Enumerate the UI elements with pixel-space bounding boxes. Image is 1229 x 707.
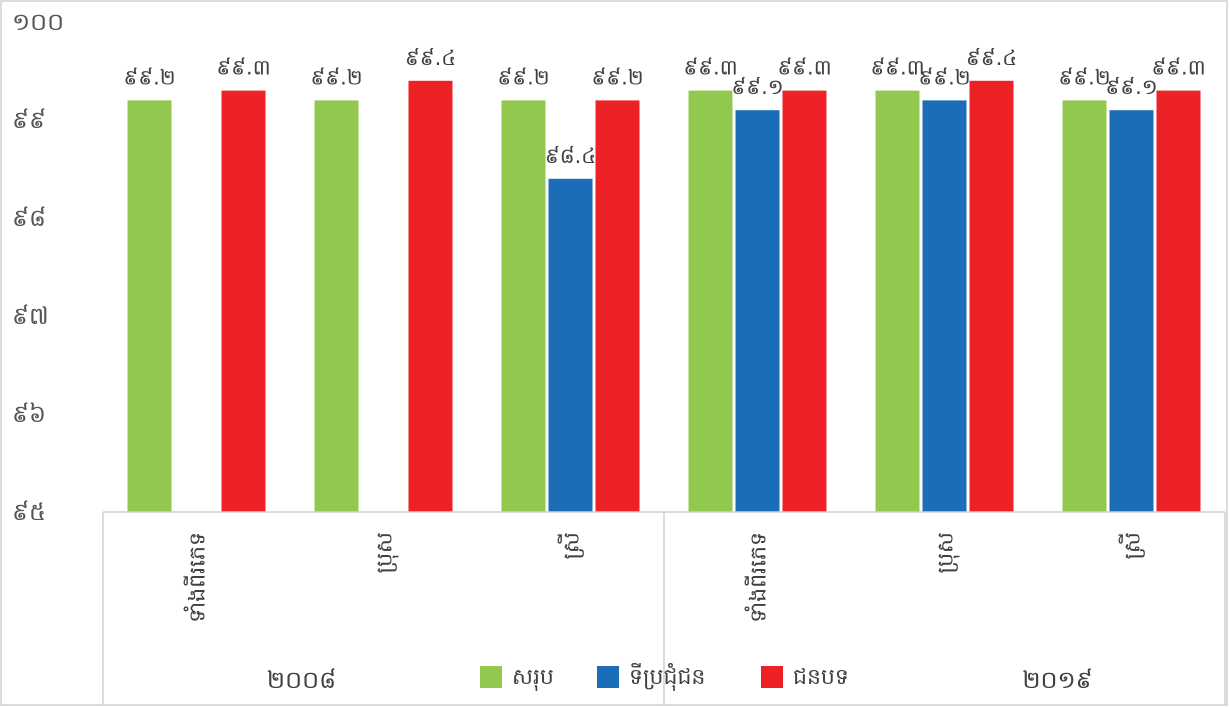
bar	[314, 100, 359, 513]
data-label: ៩៩.២	[123, 65, 175, 89]
category-label: ទាំងពីរភេទ	[184, 532, 211, 623]
bar	[735, 110, 780, 512]
bar	[922, 100, 967, 513]
data-label: ៩៩.១	[731, 75, 783, 99]
data-label: ៩៩.៣	[777, 56, 831, 80]
y-tick-label: ៩៩	[12, 106, 46, 134]
legend-swatch	[480, 666, 502, 688]
bar	[688, 90, 733, 512]
legend: សរុប ទីប្រជុំជន ជនបទ	[480, 663, 849, 691]
category-label: ប្រុស	[934, 532, 960, 573]
data-label: ៩៩.២	[591, 65, 643, 89]
bar	[1062, 100, 1107, 513]
data-label: ៩៩.៣	[1151, 56, 1205, 80]
y-axis-ticks: ៩៥ ៩៦ ៩៧ ៩៨ ៩៩ ១០០	[12, 8, 64, 526]
y-tick-label: ៩៦	[12, 400, 46, 428]
legend-swatch	[597, 666, 619, 688]
data-label: ៩៩.៣	[683, 56, 737, 80]
data-label: ៩៩.៤	[966, 46, 1017, 70]
bar	[595, 100, 640, 513]
data-labels: ៩៩.២ ៩៩.២ ៩៩.២ ៩៩.៣ ៩៩.៣ ៩៩.២៩៨.៤៩៩.១ ៩៩.២ ៩៩.១…	[123, 46, 1205, 168]
legend-swatch	[761, 666, 783, 688]
bar	[1156, 90, 1201, 512]
y-tick-label: ៩៧	[12, 302, 49, 330]
category-label: ប្រុស	[373, 532, 399, 573]
group-label: ២០០៨	[267, 666, 336, 694]
bar	[501, 100, 546, 513]
category-label: ស្រី	[1119, 532, 1146, 560]
bar	[221, 90, 266, 512]
data-label: ៩៩.៤	[405, 46, 456, 70]
bar	[127, 100, 172, 513]
bar	[782, 90, 827, 512]
y-tick-label: ៩៥	[12, 498, 46, 526]
legend-label: ជនបទ	[793, 665, 849, 690]
legend-label: ទីប្រជុំជន	[629, 663, 705, 691]
bar	[408, 80, 453, 513]
category-label: ទាំងពីរភេទ	[745, 532, 772, 623]
data-label: ៩៩.១	[1105, 75, 1157, 99]
data-label: ៩៩.២	[1058, 65, 1110, 89]
bar	[875, 90, 920, 512]
y-tick-label: ១០០	[12, 8, 64, 36]
data-label: ៩៩.២	[497, 65, 549, 89]
data-label: ៩៨.៤	[545, 144, 596, 168]
data-label: ៩៩.២	[310, 65, 362, 89]
bar	[1109, 110, 1154, 512]
bars	[127, 80, 1201, 513]
bar	[969, 80, 1014, 513]
y-tick-label: ៩៨	[12, 204, 46, 232]
data-label: ៩៩.២	[918, 65, 970, 89]
x-axis: ទាំងពីរភេទ ប្រុស ស្រី ទាំងពីរភេទ ប្រុស ស្រី២០…	[102, 511, 1226, 705]
legend-label: សរុប	[512, 665, 554, 691]
data-label: ៩៩.៣	[870, 56, 924, 80]
bar	[548, 178, 593, 513]
data-label: ៩៩.៣	[216, 56, 270, 80]
category-label: ស្រី	[558, 532, 585, 560]
group-label: ២០១៩	[1022, 666, 1092, 694]
